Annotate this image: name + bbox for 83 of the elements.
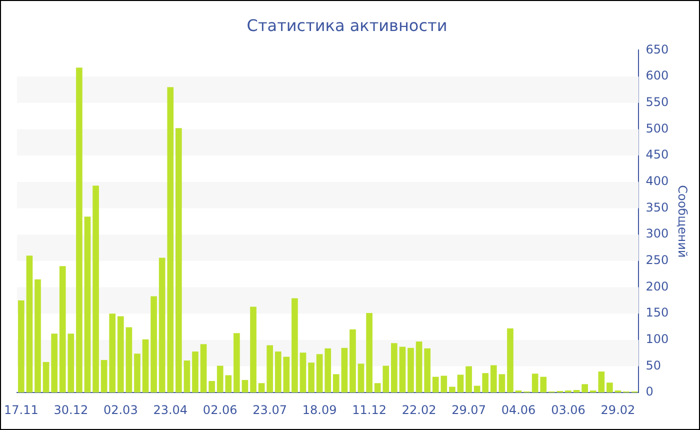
y-tick-label: 200 bbox=[646, 279, 669, 294]
bar bbox=[258, 383, 265, 393]
bar bbox=[515, 390, 522, 393]
bar bbox=[26, 256, 33, 393]
y-tick-label: 500 bbox=[646, 121, 669, 136]
x-tick-label: 17.11 bbox=[4, 402, 38, 417]
bar bbox=[606, 382, 613, 393]
bar bbox=[242, 380, 248, 393]
bar bbox=[507, 328, 514, 393]
x-tick-label: 30.12 bbox=[54, 402, 88, 417]
bar bbox=[84, 216, 91, 393]
x-tick-label: 23.07 bbox=[252, 402, 288, 417]
bar bbox=[192, 352, 198, 393]
bar bbox=[366, 313, 372, 393]
x-tick-label: 02.03 bbox=[103, 402, 138, 417]
bar bbox=[391, 343, 398, 393]
x-tick-label: 23.04 bbox=[153, 402, 188, 417]
bar bbox=[292, 298, 298, 393]
x-tick-label: 18.09 bbox=[302, 402, 337, 417]
bar bbox=[126, 327, 132, 393]
x-tick-label: 29.07 bbox=[452, 402, 486, 417]
bar bbox=[300, 352, 306, 393]
bar bbox=[34, 279, 41, 393]
bar bbox=[266, 345, 274, 393]
bar bbox=[358, 364, 364, 393]
bar bbox=[582, 384, 588, 393]
bar bbox=[109, 314, 116, 393]
bar bbox=[142, 339, 149, 393]
y-tick-label: 450 bbox=[646, 148, 669, 162]
bar bbox=[324, 348, 332, 393]
bar bbox=[100, 360, 108, 393]
bar bbox=[424, 348, 430, 393]
y-tick-label: 100 bbox=[646, 332, 669, 346]
x-tick-label: 04.06 bbox=[501, 402, 536, 417]
bar bbox=[416, 342, 422, 393]
x-tick-label: 02.06 bbox=[202, 402, 238, 417]
bar bbox=[18, 300, 24, 393]
bar bbox=[200, 344, 207, 393]
bar bbox=[175, 128, 182, 393]
bar bbox=[350, 329, 356, 393]
bar bbox=[449, 386, 456, 393]
y-tick-label: 400 bbox=[646, 174, 669, 188]
x-tick-label: 22.02 bbox=[402, 402, 436, 417]
bar bbox=[565, 390, 572, 393]
y-tick-label: 650 bbox=[646, 42, 669, 56]
bar bbox=[466, 366, 472, 393]
bar bbox=[184, 360, 190, 393]
bar bbox=[316, 354, 323, 393]
y-tick-label: 350 bbox=[646, 200, 669, 214]
bar bbox=[614, 390, 622, 393]
bar bbox=[42, 362, 50, 393]
x-tick-label: 03.06 bbox=[551, 402, 586, 417]
x-tick-label: 29.02 bbox=[600, 402, 636, 417]
bar bbox=[234, 333, 240, 393]
y-tick-label: 0 bbox=[646, 384, 654, 399]
bar bbox=[117, 316, 124, 393]
y-tick-label: 150 bbox=[646, 306, 669, 320]
y-tick-label: 300 bbox=[646, 226, 669, 241]
bar bbox=[134, 354, 140, 393]
x-tick-label: 11.12 bbox=[352, 402, 386, 417]
y-tick-label: 250 bbox=[646, 253, 669, 268]
y-axis-title: Сообщений bbox=[676, 185, 690, 258]
bar bbox=[208, 381, 215, 393]
bar bbox=[498, 374, 506, 393]
bar bbox=[474, 386, 480, 393]
y-tick-label: 600 bbox=[646, 68, 669, 83]
bar bbox=[399, 346, 406, 393]
bar bbox=[250, 306, 256, 393]
y-tick-label: 550 bbox=[646, 95, 669, 109]
bar bbox=[573, 390, 580, 393]
bar bbox=[490, 365, 497, 393]
bar bbox=[332, 374, 340, 393]
bar bbox=[341, 348, 348, 393]
chart-title: Статистика активности bbox=[246, 16, 448, 35]
bar bbox=[92, 186, 99, 393]
bar bbox=[482, 373, 489, 393]
y-tick-label: 50 bbox=[646, 358, 661, 372]
bar bbox=[76, 68, 82, 393]
bar bbox=[408, 348, 414, 393]
bar bbox=[150, 296, 157, 393]
bar bbox=[308, 362, 314, 393]
bar bbox=[51, 334, 58, 393]
bar bbox=[457, 374, 464, 393]
